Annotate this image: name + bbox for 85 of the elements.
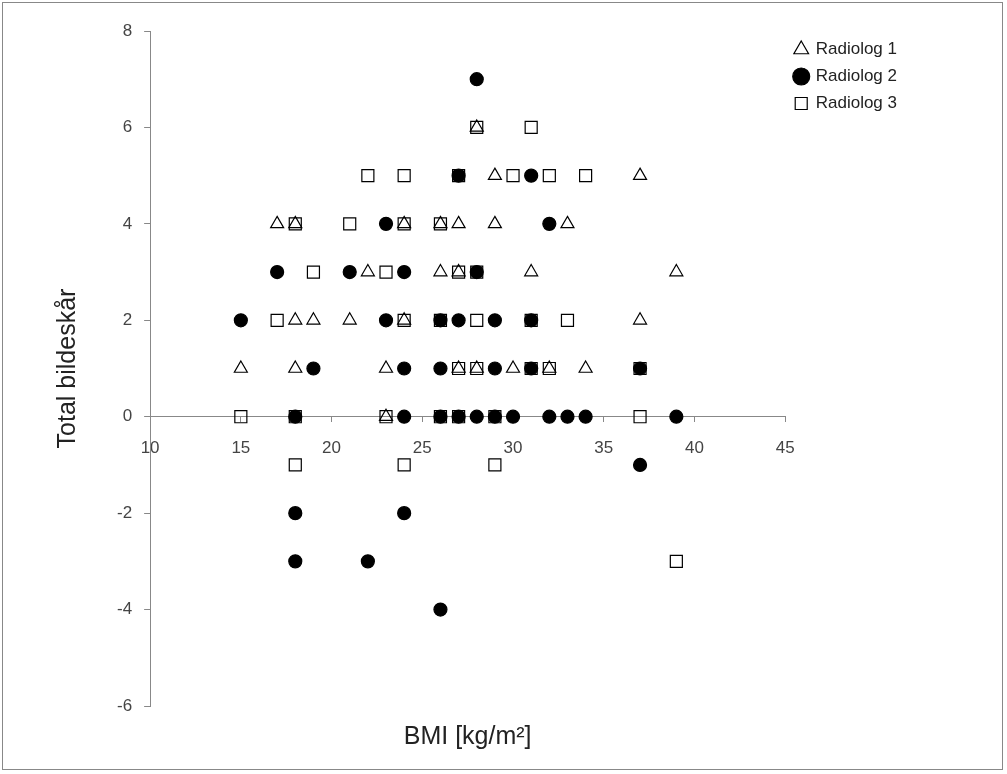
point xyxy=(397,506,412,521)
point xyxy=(470,313,484,327)
point xyxy=(487,215,502,229)
y-tick-label: 0 xyxy=(122,406,133,426)
y-tick-label: -2 xyxy=(116,502,133,522)
point xyxy=(542,409,557,424)
point xyxy=(397,264,412,280)
point xyxy=(579,169,593,183)
x-tick-label: 35 xyxy=(594,437,614,457)
point xyxy=(632,167,648,180)
point xyxy=(397,458,411,472)
point xyxy=(560,313,575,327)
x-tick-label: 25 xyxy=(412,437,432,457)
point xyxy=(234,410,248,424)
point xyxy=(288,506,303,521)
point xyxy=(360,263,375,277)
point xyxy=(560,409,575,424)
point xyxy=(469,72,484,87)
point xyxy=(397,361,412,376)
point xyxy=(505,360,521,373)
point xyxy=(542,216,557,231)
point xyxy=(378,313,394,328)
point xyxy=(451,313,466,328)
legend-label: Radiolog 2 xyxy=(815,66,897,86)
point xyxy=(632,457,648,473)
point xyxy=(379,265,393,279)
point xyxy=(306,361,321,376)
point xyxy=(270,264,285,280)
point xyxy=(233,313,248,328)
point xyxy=(524,120,538,135)
point xyxy=(524,168,539,183)
point xyxy=(506,169,520,183)
point xyxy=(342,312,357,325)
x-tick-label: 15 xyxy=(231,437,251,457)
point xyxy=(288,554,303,569)
x-tick-label: 45 xyxy=(775,437,795,457)
point xyxy=(669,263,684,277)
point xyxy=(433,263,448,277)
point xyxy=(433,361,448,376)
point xyxy=(488,458,502,472)
x-tick-label: 20 xyxy=(322,437,342,457)
legend-label: Radiolog 1 xyxy=(815,39,897,59)
point xyxy=(233,360,248,373)
point xyxy=(306,265,321,279)
point xyxy=(288,458,302,472)
y-tick-label: 2 xyxy=(122,309,133,329)
point xyxy=(524,263,539,277)
point xyxy=(360,554,375,569)
y-tick-label: 8 xyxy=(122,20,133,40)
point xyxy=(270,313,284,327)
point xyxy=(397,169,411,183)
legend-label: Radiolog 3 xyxy=(815,93,897,113)
y-tick-label: -4 xyxy=(116,599,133,619)
point xyxy=(342,264,357,280)
x-axis-title: BMI [kg/m²] xyxy=(403,720,532,749)
point xyxy=(378,360,394,373)
point xyxy=(632,312,648,325)
point xyxy=(669,409,684,424)
point xyxy=(469,409,484,424)
point xyxy=(487,361,502,376)
point xyxy=(270,215,285,229)
y-tick-label: -6 xyxy=(116,695,133,715)
point xyxy=(560,215,575,229)
x-tick-label: 40 xyxy=(685,437,704,457)
point xyxy=(288,360,303,373)
point xyxy=(487,167,502,180)
point xyxy=(578,409,593,424)
y-tick-label: 4 xyxy=(122,213,133,233)
point xyxy=(306,312,321,325)
point xyxy=(505,409,521,424)
y-tick-label: 6 xyxy=(122,117,133,137)
point xyxy=(433,602,448,617)
point xyxy=(487,313,502,328)
point xyxy=(633,410,647,424)
point xyxy=(542,169,556,183)
x-tick-label: 30 xyxy=(503,437,523,457)
point xyxy=(288,312,303,325)
point xyxy=(451,215,466,229)
point xyxy=(669,554,683,568)
point xyxy=(578,360,593,373)
point xyxy=(361,169,375,183)
point xyxy=(378,216,394,231)
y-axis-title: Total bildeskår xyxy=(51,288,80,449)
point xyxy=(397,409,412,424)
point xyxy=(343,217,357,231)
